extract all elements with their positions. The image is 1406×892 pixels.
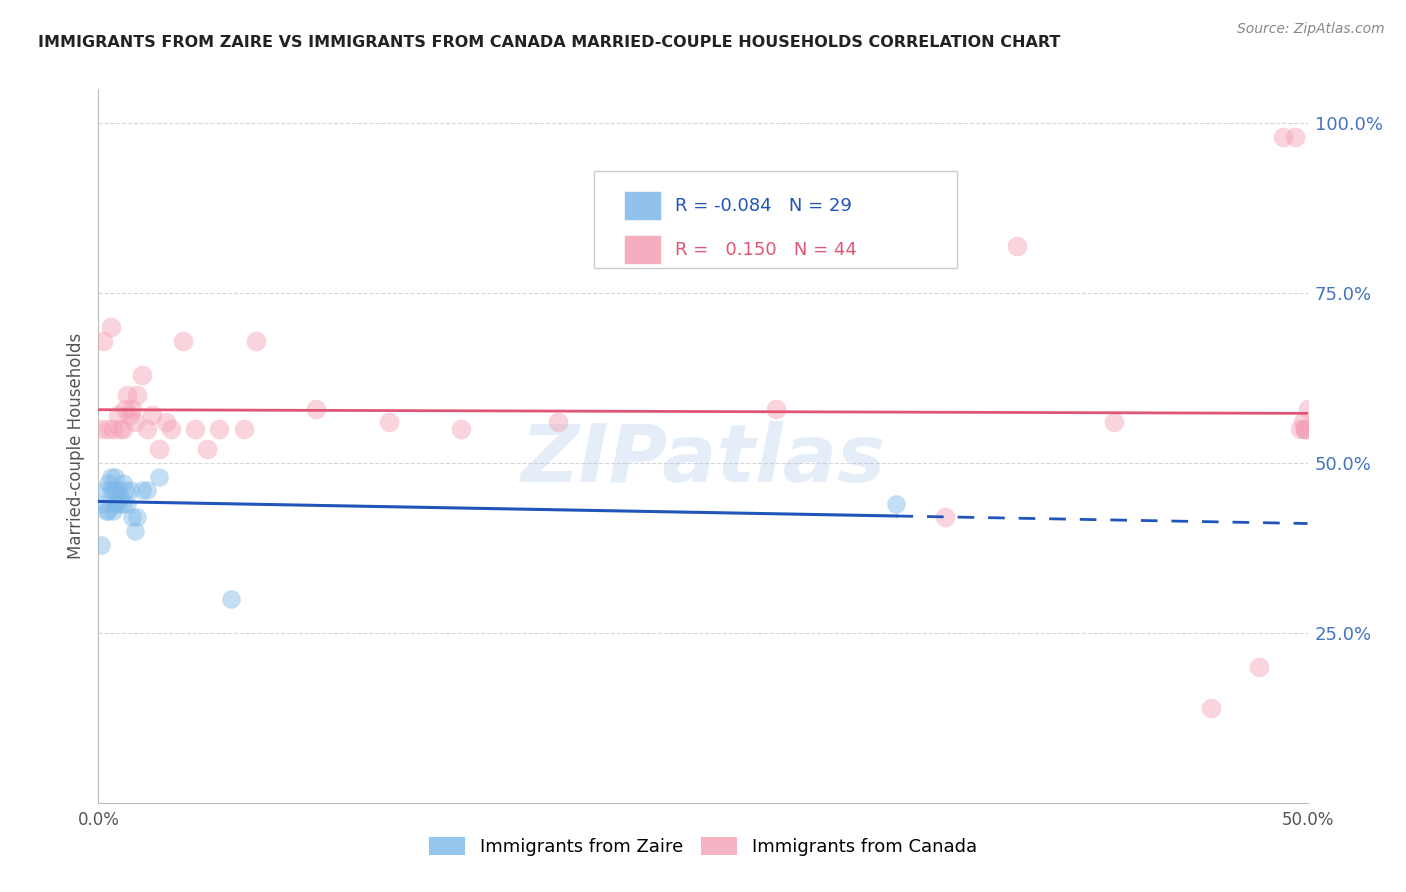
Point [104, 497, 127, 511]
Point [101, 503, 124, 517]
Point [131, 368, 153, 382]
Legend: Immigrants from Zaire, Immigrants from Canada: Immigrants from Zaire, Immigrants from C… [420, 828, 986, 865]
Point [121, 510, 143, 524]
Point [1296, 401, 1319, 416]
Point [124, 415, 146, 429]
FancyBboxPatch shape [624, 191, 661, 219]
Point [195, 442, 218, 457]
Point [97, 503, 120, 517]
Point [141, 409, 163, 423]
Point [135, 483, 157, 498]
Point [450, 422, 472, 436]
Text: IMMIGRANTS FROM ZAIRE VS IMMIGRANTS FROM CANADA MARRIED-COUPLE HOUSEHOLDS CORREL: IMMIGRANTS FROM ZAIRE VS IMMIGRANTS FROM… [38, 35, 1060, 50]
Point [100, 320, 122, 334]
Point [100, 483, 122, 498]
Point [104, 469, 127, 483]
Y-axis label: Married-couple Households: Married-couple Households [66, 333, 84, 559]
Point [100, 469, 122, 483]
Text: R = -0.084   N = 29: R = -0.084 N = 29 [675, 196, 852, 214]
Point [124, 524, 146, 538]
Point [135, 422, 157, 436]
Point [108, 490, 131, 504]
Point [90, 537, 112, 551]
Point [121, 401, 143, 416]
Point [111, 422, 134, 436]
Point [1199, 700, 1222, 714]
Point [155, 415, 177, 429]
Point [104, 483, 127, 498]
Point [305, 401, 328, 416]
Point [94, 483, 117, 498]
Point [107, 409, 129, 423]
Point [101, 422, 124, 436]
Point [107, 497, 129, 511]
Point [131, 483, 153, 498]
Point [148, 442, 170, 457]
Point [117, 497, 139, 511]
Point [184, 422, 207, 436]
Point [114, 483, 136, 498]
FancyBboxPatch shape [624, 235, 661, 264]
Point [91, 334, 114, 348]
Point [934, 510, 956, 524]
Point [107, 483, 129, 498]
Point [547, 415, 569, 429]
Text: ZIPatlas: ZIPatlas [520, 421, 886, 500]
Point [377, 415, 399, 429]
Point [97, 422, 120, 436]
Point [160, 422, 183, 436]
Point [1249, 660, 1271, 674]
Text: Source: ZipAtlas.com: Source: ZipAtlas.com [1237, 22, 1385, 37]
Point [1294, 422, 1316, 436]
Point [127, 510, 149, 524]
Point [114, 401, 136, 416]
Point [172, 334, 194, 348]
Point [1292, 415, 1315, 429]
Point [111, 476, 134, 491]
Point [91, 497, 114, 511]
Point [765, 401, 787, 416]
Point [90, 422, 112, 436]
Point [221, 591, 243, 606]
Point [111, 497, 134, 511]
Point [118, 483, 141, 498]
FancyBboxPatch shape [595, 171, 957, 268]
Point [1007, 238, 1029, 252]
Point [127, 388, 149, 402]
Point [1272, 129, 1295, 144]
Point [101, 483, 124, 498]
Point [148, 469, 170, 483]
Point [97, 476, 120, 491]
Point [118, 409, 141, 423]
Point [245, 334, 267, 348]
Point [208, 422, 231, 436]
Point [1294, 422, 1316, 436]
Point [232, 422, 254, 436]
Point [108, 422, 131, 436]
Point [1284, 129, 1306, 144]
Point [1102, 415, 1125, 429]
Text: R =   0.150   N = 44: R = 0.150 N = 44 [675, 241, 858, 259]
Point [94, 503, 117, 517]
Point [1294, 422, 1316, 436]
Point [117, 388, 139, 402]
Point [886, 497, 908, 511]
Point [1289, 422, 1312, 436]
